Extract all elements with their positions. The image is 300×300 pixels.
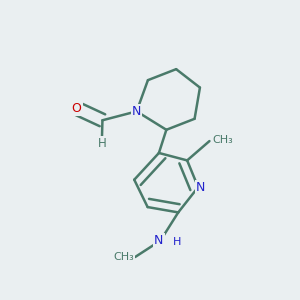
Text: CH₃: CH₃	[212, 135, 233, 145]
Text: H: H	[173, 237, 182, 247]
Text: O: O	[72, 103, 82, 116]
Text: N: N	[196, 181, 205, 194]
Text: CH₃: CH₃	[113, 252, 134, 262]
Text: H: H	[98, 137, 106, 150]
Text: N: N	[132, 105, 141, 118]
Text: N: N	[154, 234, 164, 247]
